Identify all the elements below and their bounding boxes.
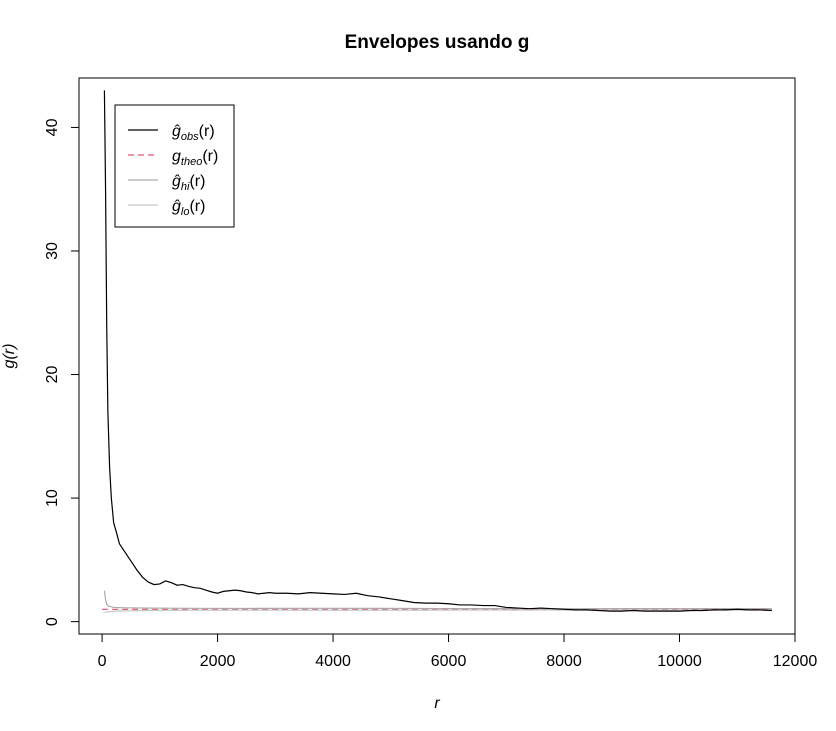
legend-box: [114, 104, 235, 228]
y-tick-label: 20: [44, 366, 61, 384]
x-axis-label: r: [434, 695, 440, 712]
y-axis-label: g(r): [1, 344, 18, 369]
x-tick-label: 8000: [546, 653, 582, 670]
legend: ĝobs(r) gtheo(r) ĝhi(r) ĝlo(r): [114, 104, 235, 228]
y-tick-label: 10: [44, 489, 61, 507]
series-line-hi: [103, 590, 772, 610]
series-line-lo: [104, 609, 772, 613]
chart-title: Envelopes usando g: [345, 32, 530, 53]
y-tick-label: 30: [44, 242, 61, 260]
x-tick-label: 4000: [315, 653, 351, 670]
y-tick-label: 0: [44, 617, 61, 626]
x-tick-label: 10000: [657, 653, 702, 670]
series-line-obs: [103, 90, 772, 612]
legend-label: ĝobs(r): [172, 123, 215, 143]
legend-label: ĝhi(r): [172, 173, 205, 193]
y-tick-label: 40: [44, 118, 61, 136]
legend-label: ĝlo(r): [172, 198, 205, 218]
legend-label: gtheo(r): [172, 148, 218, 168]
x-tick-label: 6000: [431, 653, 467, 670]
x-tick-label: 12000: [773, 653, 818, 670]
x-tick-label: 2000: [200, 653, 236, 670]
x-tick-label: 0: [98, 653, 107, 670]
